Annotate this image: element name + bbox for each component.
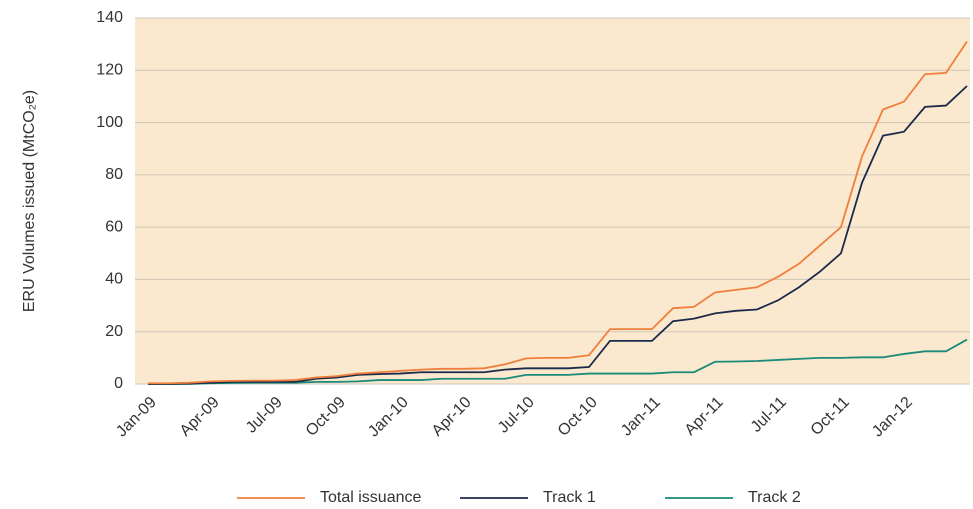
x-tick-label: Apr-09: [177, 394, 223, 440]
y-tick-label: 60: [105, 218, 123, 235]
line-series: [148, 41, 968, 385]
y-tick-label: 140: [96, 9, 123, 26]
x-tick-label: Jan-11: [618, 394, 664, 440]
y-axis-label: ERU Volumes issued (MtCO₂e): [21, 90, 38, 312]
y-tick-label: 40: [105, 271, 123, 288]
x-tick-label: Jan-09: [113, 394, 160, 441]
legend-label: Total issuance: [320, 489, 421, 506]
y-tick-label: 20: [105, 323, 123, 340]
x-tick-label: Oct-10: [555, 394, 601, 440]
y-tick-label: 80: [105, 166, 123, 183]
x-tick-label: Jul-09: [243, 394, 286, 437]
x-tick-label: Oct-09: [303, 394, 349, 440]
legend-label: Track 1: [543, 489, 596, 506]
x-tick-label: Jan-10: [365, 394, 412, 441]
line-series: [148, 85, 968, 385]
y-tick-label: 0: [114, 375, 123, 392]
x-tick-label: Jul-11: [748, 394, 790, 436]
x-tick-label: Apr-11: [682, 394, 727, 439]
y-tick-label: 120: [96, 62, 123, 79]
y-tick-label: 100: [96, 114, 123, 131]
x-tick-label: Jan-12: [869, 394, 916, 441]
legend-label: Track 2: [748, 489, 801, 506]
plot-background: [135, 18, 970, 384]
x-tick-label: Oct-11: [808, 394, 853, 439]
x-tick-label: Apr-10: [429, 394, 475, 440]
x-tick-label: Jul-10: [495, 394, 538, 437]
